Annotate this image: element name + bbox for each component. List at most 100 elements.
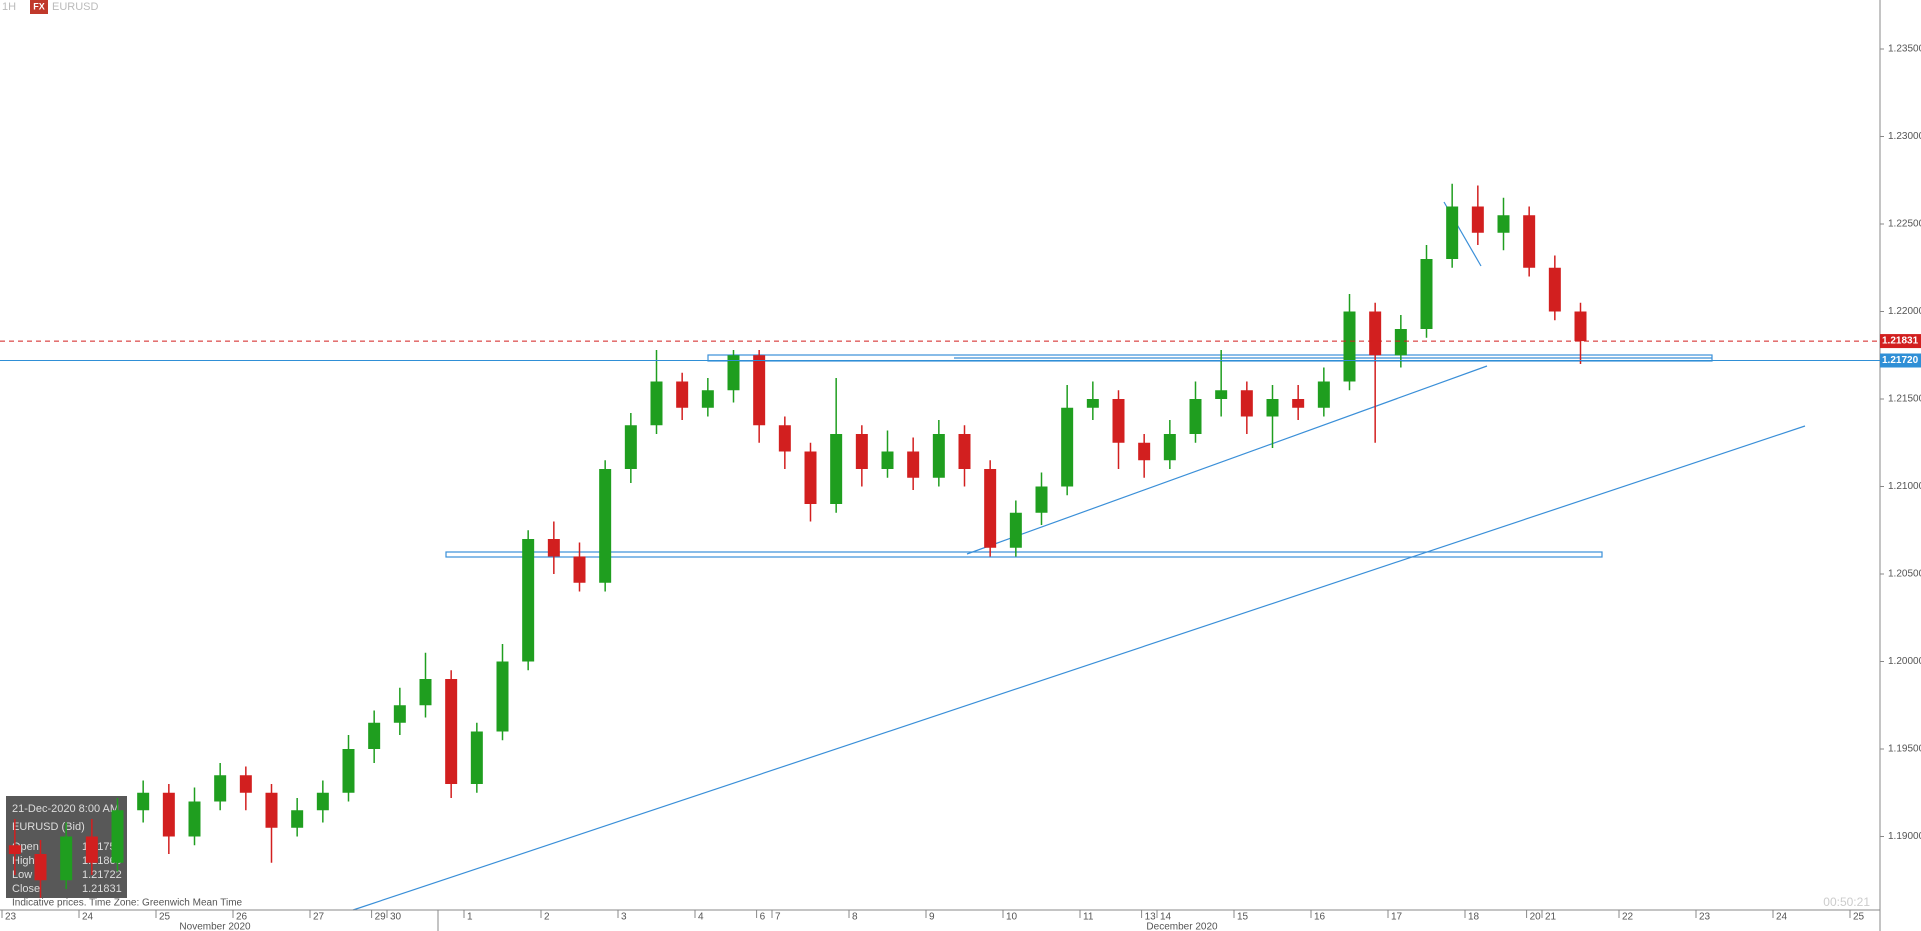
candle-body: [1112, 399, 1125, 443]
candle-body: [8, 845, 21, 854]
x-tick-label: 2: [544, 912, 550, 923]
x-tick-label: 23: [1699, 912, 1711, 923]
tooltip-key: High: [12, 855, 35, 867]
y-tick-label: 1.19000: [1888, 831, 1921, 842]
y-tick-label: 1.19500: [1888, 744, 1921, 755]
support-zone: [445, 551, 1603, 558]
month-label: November 2020: [179, 922, 251, 931]
candle-body: [419, 679, 432, 706]
footer-note: Indicative prices. Time Zone: Greenwich …: [12, 898, 243, 909]
candle-body: [137, 792, 150, 811]
candle-body: [1163, 434, 1176, 461]
candle-body: [573, 556, 586, 583]
x-tick-label: 8: [852, 912, 858, 923]
y-tick-label: 1.23000: [1888, 131, 1921, 142]
candle-body: [1266, 399, 1279, 417]
candle-body: [624, 425, 637, 469]
candles: [8, 183, 1587, 898]
candle-body: [368, 722, 381, 749]
candle-body: [470, 731, 483, 784]
y-tick-label: 1.20000: [1888, 656, 1921, 667]
x-tick-label: 10: [1006, 912, 1018, 923]
candle-body: [958, 434, 971, 469]
candle-body: [1240, 390, 1253, 417]
candle-body: [393, 705, 406, 723]
candle-body: [1497, 215, 1510, 233]
candle-body: [1317, 381, 1330, 408]
y-tick-label: 1.21000: [1888, 481, 1921, 492]
candle-body: [753, 355, 766, 426]
candle-body: [85, 836, 98, 863]
candle-body: [342, 749, 355, 793]
candle-body: [239, 775, 252, 793]
candle-body: [907, 451, 920, 478]
x-tick-label: 13: [1145, 912, 1157, 923]
x-tick-label: 25: [159, 912, 171, 923]
x-tick-label: 25: [1853, 912, 1865, 923]
candle-body: [830, 434, 843, 504]
x-tick-label: 16: [1314, 912, 1326, 923]
candle-body: [188, 801, 201, 837]
candle-body: [1446, 206, 1459, 259]
candle-body: [1138, 442, 1151, 461]
countdown: 00:50:21: [1823, 895, 1870, 909]
x-tick-label: 29: [375, 912, 387, 923]
x-tick-label: 17: [1391, 912, 1403, 923]
tooltip-key: Low: [12, 869, 32, 881]
candle-body: [445, 679, 458, 784]
candle-body: [60, 836, 73, 881]
x-tick-label: 3: [621, 912, 627, 923]
tooltip-instrument: EURUSD (Bid): [12, 821, 85, 833]
candle-body: [214, 775, 227, 802]
x-tick-label: 7: [775, 912, 781, 923]
candle-body: [1548, 267, 1561, 312]
tooltip-date: 21-Dec-2020 8:00 AM: [12, 803, 119, 815]
x-tick-label: 6: [760, 912, 766, 923]
x-tick-label: 4: [698, 912, 704, 923]
candle-body: [111, 810, 124, 863]
candle-body: [162, 792, 175, 837]
candle-body: [1523, 215, 1536, 268]
x-tick-label: 23: [5, 912, 17, 923]
candle-body: [650, 381, 663, 426]
x-tick-label: 26: [236, 912, 248, 923]
x-tick-label: 24: [1776, 912, 1788, 923]
x-tick-label: 15: [1237, 912, 1249, 923]
candle-body: [1420, 259, 1433, 329]
candle-body: [855, 434, 868, 469]
y-tick-label: 1.21500: [1888, 394, 1921, 405]
candle-body: [932, 434, 945, 478]
badge-bg: [30, 0, 48, 14]
candle-body: [316, 792, 329, 811]
candle-body: [1343, 311, 1356, 382]
candle-body: [1394, 329, 1407, 356]
trend-line: [352, 425, 1806, 911]
candle-body: [1369, 311, 1382, 356]
x-tick-label: 21: [1545, 912, 1557, 923]
candle-body: [1471, 206, 1484, 233]
candle-body: [496, 661, 509, 732]
candle-body: [1035, 486, 1048, 513]
candle-body: [34, 854, 47, 881]
y-tick-label: 1.20500: [1888, 569, 1921, 580]
tooltip-value: 1.21722: [82, 869, 122, 881]
candle-body: [804, 451, 817, 504]
x-tick-label: 30: [390, 912, 402, 923]
price-label-bg: [1880, 334, 1921, 349]
candle-body: [1009, 512, 1022, 548]
price-label: 1.21831: [1882, 336, 1919, 347]
candle-body: [291, 810, 304, 828]
x-tick-label: 11: [1083, 912, 1094, 923]
candle-body: [1574, 311, 1587, 342]
drawings: [352, 201, 1806, 911]
symbol: EURUSD: [52, 1, 99, 13]
x-tick-label: 27: [313, 912, 325, 923]
x-tick-label: 24: [82, 912, 94, 923]
y-tick-label: 1.23500: [1888, 44, 1921, 55]
month-label: December 2020: [1146, 922, 1218, 931]
interval: 1H: [2, 1, 16, 13]
tooltip: 21-Dec-2020 8:00 AM EURUSD (Bid): [6, 796, 127, 898]
candle-body: [522, 539, 535, 662]
candle-body: [1215, 390, 1228, 399]
